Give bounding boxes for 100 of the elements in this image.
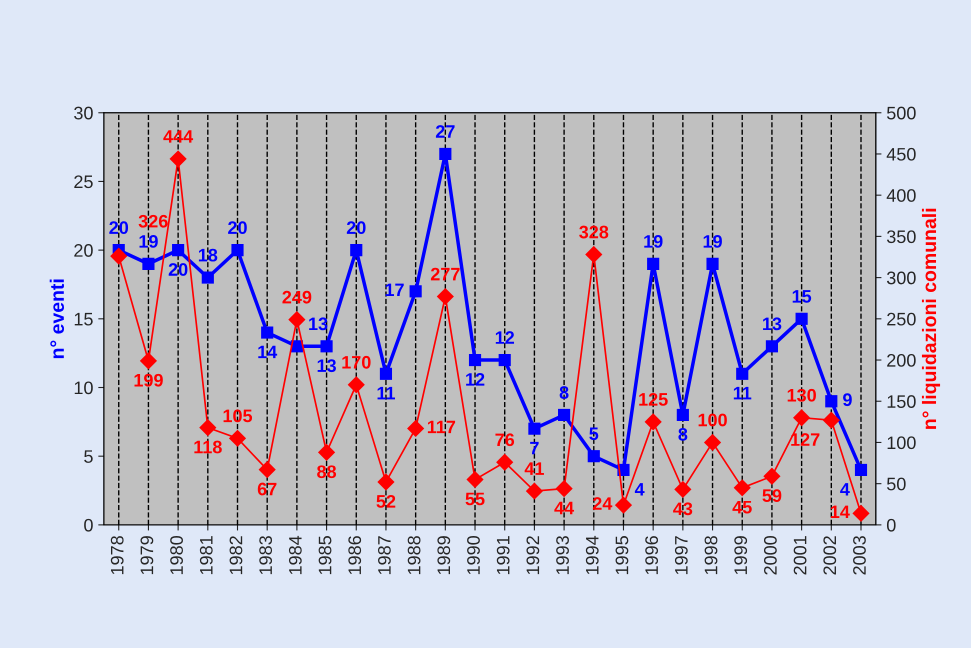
point xyxy=(350,244,362,256)
point xyxy=(170,150,186,168)
data-label: 4 xyxy=(634,483,645,496)
point xyxy=(231,244,244,256)
point xyxy=(110,248,128,265)
data-label: 43 xyxy=(673,502,692,516)
y-tick-label: 25 xyxy=(74,175,93,188)
y2-tick-label: 150 xyxy=(888,395,916,408)
x-tick-label: 1979 xyxy=(140,536,154,574)
x-tick-label: 1980 xyxy=(170,536,183,574)
point xyxy=(261,326,274,339)
y-tick-label: 5 xyxy=(84,450,93,463)
y2-tick-label: 350 xyxy=(886,230,916,244)
data-label: 13 xyxy=(318,359,336,372)
data-label: 249 xyxy=(282,290,312,304)
point xyxy=(468,354,482,366)
point xyxy=(436,288,454,305)
data-label: 4 xyxy=(840,483,850,496)
x-tick-label: 1993 xyxy=(556,536,569,574)
x-tick-label: 1978 xyxy=(110,536,124,574)
y2-tick-label: 250 xyxy=(887,312,916,326)
point xyxy=(142,258,155,270)
data-label: 12 xyxy=(496,331,514,344)
x-tick-label: 1984 xyxy=(288,536,302,574)
data-label: 7 xyxy=(530,442,539,454)
data-label: 13 xyxy=(309,317,328,330)
point xyxy=(199,419,216,436)
x-tick-label: 1981 xyxy=(200,536,213,574)
data-label: 11 xyxy=(734,386,752,400)
point xyxy=(825,395,838,408)
y2-tick-label: 0 xyxy=(886,518,896,532)
data-label: 15 xyxy=(792,290,812,303)
point xyxy=(439,148,452,160)
data-label: 8 xyxy=(560,386,569,399)
point xyxy=(585,246,602,263)
data-label: 9 xyxy=(843,393,852,406)
point xyxy=(229,430,246,447)
x-tick-label: 1992 xyxy=(526,536,540,574)
x-tick-label: 2002 xyxy=(823,536,836,575)
x-tick-label: 2001 xyxy=(794,536,806,575)
point xyxy=(378,474,394,490)
x-tick-label: 1982 xyxy=(230,536,242,574)
point xyxy=(852,504,870,522)
data-label: 199 xyxy=(134,374,163,387)
data-label: 5 xyxy=(589,428,598,440)
data-label: 8 xyxy=(678,428,688,441)
point xyxy=(528,422,540,435)
data-label: 27 xyxy=(436,125,455,138)
data-label: 11 xyxy=(378,386,395,400)
x-tick-label: 1994 xyxy=(586,536,599,574)
data-label: 88 xyxy=(317,465,336,478)
point xyxy=(793,409,810,426)
y-tick-label: 20 xyxy=(74,244,93,257)
data-label: 20 xyxy=(346,221,366,234)
data-label: 20 xyxy=(168,263,188,276)
point xyxy=(410,285,422,298)
x-tick-label: 1989 xyxy=(437,536,450,574)
data-label: 44 xyxy=(554,502,574,514)
point xyxy=(348,376,365,394)
data-label: 67 xyxy=(258,482,276,496)
point xyxy=(647,258,660,270)
data-label: 52 xyxy=(376,494,396,508)
x-tick-label: 1987 xyxy=(378,536,391,574)
data-label: 24 xyxy=(592,497,612,510)
data-label: 19 xyxy=(644,235,663,248)
y-tick-label: 10 xyxy=(74,381,93,394)
point xyxy=(854,464,868,476)
data-label: 76 xyxy=(495,433,514,446)
y-axis-title: n° eventi xyxy=(50,280,64,358)
data-label: 45 xyxy=(732,500,752,514)
y2-axis-title: n° liquidazioni comunali xyxy=(922,208,940,429)
data-label: 19 xyxy=(140,235,158,248)
point xyxy=(496,454,514,471)
data-label: 118 xyxy=(194,440,222,454)
data-label: 12 xyxy=(466,373,484,386)
data-label: 55 xyxy=(466,492,485,506)
y2-tick-label: 50 xyxy=(886,478,906,490)
point xyxy=(288,311,306,328)
x-tick-label: 1995 xyxy=(616,536,628,574)
data-label: 14 xyxy=(258,346,278,358)
x-tick-label: 1996 xyxy=(645,536,658,574)
point xyxy=(704,434,721,451)
point xyxy=(822,412,840,429)
data-label: 277 xyxy=(430,268,460,280)
y-tick-label: 30 xyxy=(74,106,93,120)
data-label: 17 xyxy=(386,284,404,296)
point xyxy=(320,340,333,352)
x-tick-label: 1999 xyxy=(734,536,748,574)
data-label: 170 xyxy=(342,356,371,369)
x-tick-label: 1985 xyxy=(318,536,332,574)
point xyxy=(172,244,184,256)
y2-tick-label: 450 xyxy=(886,148,916,161)
x-tick-label: 1988 xyxy=(408,536,420,574)
data-label: 14 xyxy=(830,506,850,518)
data-label: 19 xyxy=(704,235,722,248)
point xyxy=(258,461,276,478)
point xyxy=(764,468,780,485)
x-tick-label: 1997 xyxy=(674,536,688,574)
x-tick-label: 1990 xyxy=(467,536,480,574)
point xyxy=(588,450,600,462)
